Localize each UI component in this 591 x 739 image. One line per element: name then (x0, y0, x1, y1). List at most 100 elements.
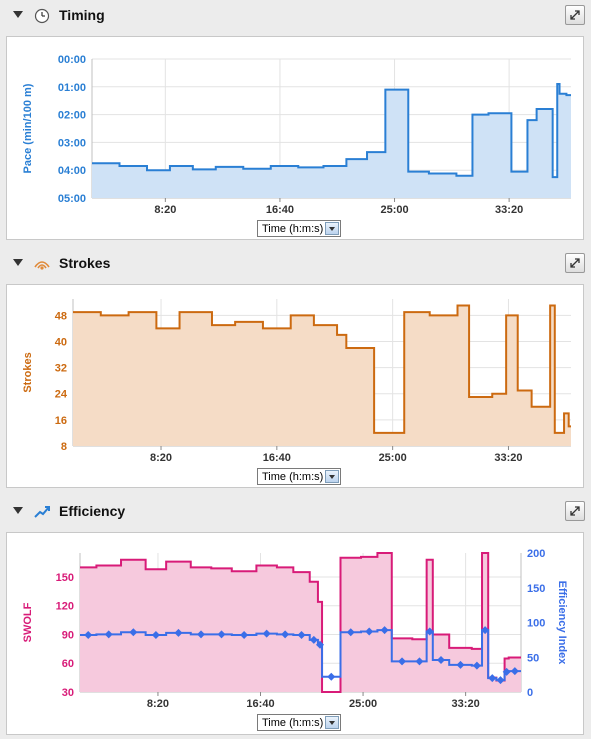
time-axis-select-value: Time (h:m:s) (262, 222, 324, 235)
efficiency-marker (309, 635, 318, 644)
y-tick-label: 24 (55, 389, 68, 401)
time-axis-select[interactable]: Time (h:m:s) (257, 714, 341, 731)
swolf-line (80, 552, 521, 693)
x-tick-label: 16:40 (263, 452, 291, 464)
x-tick-label: 25:00 (349, 698, 377, 710)
y-tick-label: 30 (62, 687, 74, 699)
time-axis-select-value: Time (h:m:s) (262, 716, 324, 729)
x-tick-label: 33:20 (494, 452, 522, 464)
y-tick-label: 40 (55, 336, 67, 348)
y-tick-label: 03:00 (58, 137, 86, 149)
collapse-arrow-icon[interactable] (13, 507, 23, 514)
pace-area (92, 84, 571, 198)
y-tick-label: 48 (55, 310, 67, 322)
y-tick-label: 120 (56, 601, 74, 613)
y-tick-label: 90 (62, 629, 74, 641)
pace-line (92, 83, 571, 179)
clock-icon (34, 8, 50, 24)
efficiency-marker (488, 674, 497, 683)
y-tick-label: 02:00 (58, 110, 86, 122)
expand-icon[interactable] (565, 253, 585, 273)
y-axis-label: Pace (min/100 m) (22, 83, 34, 173)
y2-tick-label: 150 (527, 583, 545, 595)
x-tick-label: 16:40 (266, 204, 294, 216)
efficiency-marker (315, 640, 324, 649)
efficiency-marker (129, 628, 138, 637)
efficiency-marker (346, 628, 355, 637)
y-tick-label: 8 (61, 441, 67, 453)
timing-chart: 8:20 16:40 25:00 33:20 00:00 01:00 02:00 03:00 0… (22, 54, 571, 216)
strokes-chart-box: 8:20 16:40 25:00 33:20 8 16 24 32 40 48 Strokes Ti… (6, 284, 584, 488)
efficiency-marker (502, 667, 511, 676)
strokes-chart: 8:20 16:40 25:00 33:20 8 16 24 32 40 48 Strokes (22, 299, 571, 464)
x-tick-label: 8:20 (150, 452, 172, 464)
x-tick-label: 25:00 (379, 452, 407, 464)
efficiency-panel: Efficiency 8:20 16:40 25:00 33:20 30 60 90 120 1… (0, 496, 591, 739)
efficiency-marker (197, 630, 206, 639)
efficiency-marker (496, 676, 505, 685)
efficiency-marker (398, 657, 407, 666)
collapse-arrow-icon[interactable] (13, 11, 23, 18)
strokes-line (73, 304, 571, 434)
efficiency-marker (297, 631, 306, 640)
timing-panel: Timing 8:20 16:40 25:00 33:20 00:00 01:00 02:0… (0, 0, 591, 246)
efficiency-icon (34, 506, 50, 518)
panel-title: Strokes (59, 255, 111, 271)
efficiency-marker (84, 631, 93, 640)
efficiency-marker (151, 631, 160, 640)
y2-tick-label: 100 (527, 618, 545, 630)
y-tick-label: 01:00 (58, 82, 86, 94)
timing-chart-box: 8:20 16:40 25:00 33:20 00:00 01:00 02:00 03:00 0… (6, 36, 584, 240)
efficiency-marker (472, 661, 481, 670)
efficiency-marker (262, 629, 271, 638)
time-axis-select-value: Time (h:m:s) (262, 470, 324, 483)
y-tick-label: 60 (62, 658, 74, 670)
y2-axis-label: Efficiency Index (556, 581, 568, 666)
efficiency-marker (217, 630, 226, 639)
efficiency-marker (380, 626, 389, 635)
efficiency-marker (281, 630, 290, 639)
efficiency-marker (415, 657, 424, 666)
x-tick-label: 33:20 (452, 698, 480, 710)
y-tick-label: 05:00 (58, 193, 86, 205)
efficiency-marker (456, 660, 465, 669)
efficiency-marker (104, 630, 113, 639)
strokes-icon (34, 261, 50, 270)
efficiency-marker (425, 627, 434, 636)
chevron-down-icon[interactable] (325, 716, 339, 729)
expand-icon[interactable] (565, 501, 585, 521)
efficiency-marker (174, 628, 183, 637)
x-tick-label: 33:20 (495, 204, 523, 216)
efficiency-marker (327, 672, 336, 681)
efficiency-panel-header[interactable]: Efficiency (0, 496, 591, 526)
x-tick-label: 8:20 (154, 204, 176, 216)
efficiency-chart: 8:20 16:40 25:00 33:20 30 60 90 120 150 0 50 100 150… (22, 548, 568, 710)
y2-tick-label: 200 (527, 548, 545, 560)
y2-tick-label: 0 (527, 687, 533, 699)
y-tick-label: 150 (56, 572, 74, 584)
x-tick-label: 8:20 (147, 698, 169, 710)
y-tick-label: 32 (55, 363, 67, 375)
panel-title: Efficiency (59, 503, 126, 519)
x-tick-label: 16:40 (246, 698, 274, 710)
time-axis-select[interactable]: Time (h:m:s) (257, 220, 341, 237)
efficiency-marker (240, 631, 249, 640)
swolf-area (80, 553, 521, 692)
efficiency-marker (481, 626, 490, 635)
strokes-panel: Strokes 8:20 16:40 25:00 33:20 8 16 24 32 40 48 St… (0, 248, 591, 492)
y-tick-label: 04:00 (58, 165, 86, 177)
efficiency-chart-box: 8:20 16:40 25:00 33:20 30 60 90 120 150 0 50 100 150… (6, 532, 584, 735)
strokes-area (73, 305, 571, 446)
chevron-down-icon[interactable] (325, 470, 339, 483)
panel-title: Timing (59, 7, 105, 23)
collapse-arrow-icon[interactable] (13, 259, 23, 266)
timing-panel-header[interactable]: Timing (0, 0, 591, 30)
chevron-down-icon[interactable] (325, 222, 339, 235)
expand-icon[interactable] (565, 5, 585, 25)
y2-tick-label: 50 (527, 652, 539, 664)
strokes-panel-header[interactable]: Strokes (0, 248, 591, 278)
time-axis-select[interactable]: Time (h:m:s) (257, 468, 341, 485)
x-tick-label: 25:00 (380, 204, 408, 216)
y-axis-label: SWOLF (22, 602, 34, 642)
y-tick-label: 00:00 (58, 54, 86, 66)
